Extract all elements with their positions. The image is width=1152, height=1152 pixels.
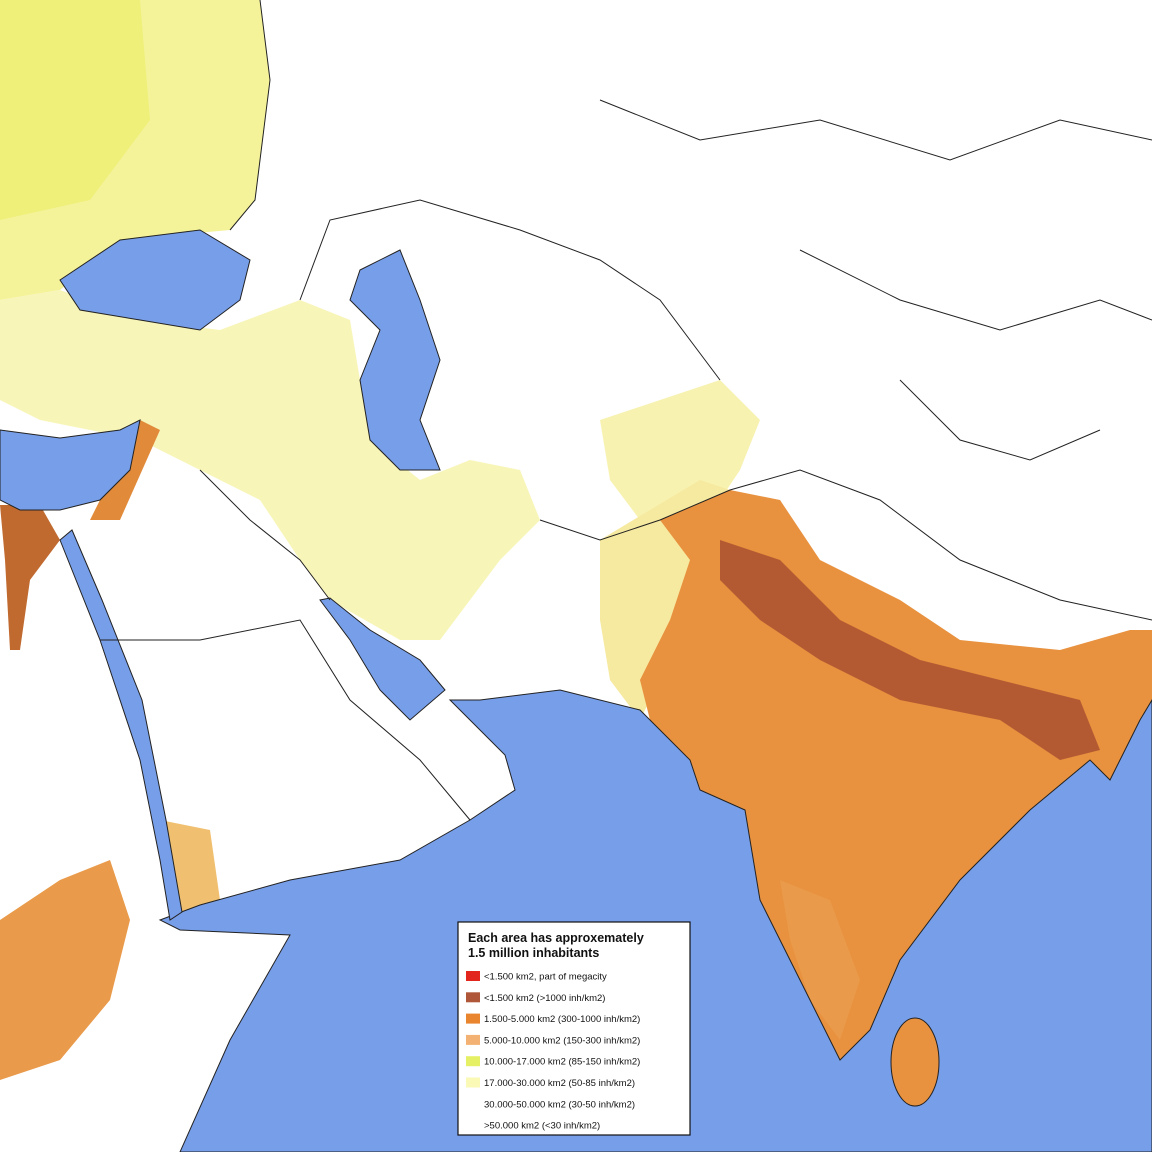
legend-swatch [466,971,480,981]
legend-label: 10.000-17.000 km2 (85-150 inh/km2) [484,1057,640,1068]
border [100,619,471,821]
legend-title: Each area has approxemately [468,931,644,945]
ethiopia-region [0,860,130,1080]
border [299,199,721,381]
turkey-iran-region [0,290,540,640]
legend-swatch [466,1034,480,1045]
border [199,469,331,601]
legend-swatch [466,1077,480,1088]
legend-swatch [466,1098,480,1109]
legend-box [457,921,691,1136]
europe-dense [0,0,150,220]
legend-label: <1.500 km2, part of megacity [484,972,607,983]
border [899,379,1101,461]
legend-label: <1.500 km2 (>1000 inh/km2) [484,993,605,1004]
mediterranean-sea [0,419,141,511]
border [539,469,1152,621]
legend-swatch [466,1056,480,1067]
legend-swatch [466,1013,480,1024]
black-sea [59,229,251,331]
border [799,249,1152,331]
sri-lanka [890,1017,940,1107]
border [229,0,271,231]
red-sea [59,529,183,921]
legend-label: >50.000 km2 (<30 inh/km2) [484,1121,600,1132]
legend-title: 1.5 million inhabitants [468,946,599,960]
central-asia-region [600,380,760,520]
persian-gulf [319,597,446,721]
legend-label: 1.500-5.000 km2 (300-1000 inh/km2) [484,1014,640,1025]
legend-label: 17.000-30.000 km2 (50-85 inh/km2) [484,1078,635,1089]
caspian-sea [349,249,441,471]
legend-label: 5.000-10.000 km2 (150-300 inh/km2) [484,1035,640,1046]
legend-label: 30.000-50.000 km2 (30-50 inh/km2) [484,1099,635,1110]
nile-region [0,505,60,650]
south-india-region [780,880,860,1040]
ganges-region [720,540,1100,760]
border [599,99,1152,161]
legend-swatch [466,1120,480,1131]
india-region [640,490,1152,1060]
legend-swatch [466,992,480,1003]
